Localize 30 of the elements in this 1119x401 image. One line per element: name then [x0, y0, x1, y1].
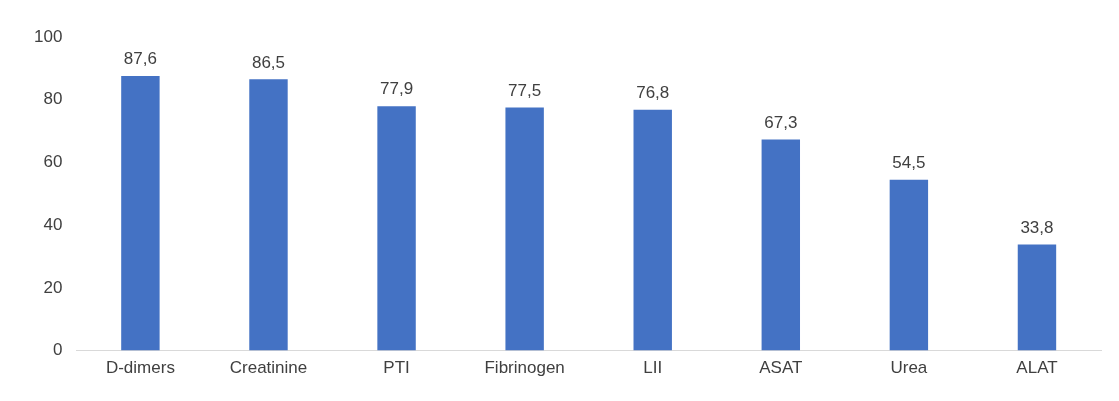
x-tick-label: ASAT	[759, 358, 803, 378]
data-label: 77,9	[380, 79, 414, 99]
y-tick-label: 40	[43, 214, 63, 234]
bar	[121, 75, 160, 351]
bar	[1017, 244, 1057, 351]
y-tick-label: 20	[43, 277, 63, 297]
x-tick-label: PTI	[383, 358, 410, 378]
data-label: 67,3	[764, 112, 798, 132]
bar	[505, 107, 544, 351]
x-tick-label: Creatinine	[229, 358, 308, 378]
y-tick-label: 0	[52, 340, 63, 360]
x-tick-label: D-dimers	[105, 358, 175, 378]
y-tick-label: 100	[33, 26, 63, 46]
bar	[633, 109, 672, 351]
bar	[761, 139, 801, 351]
data-label: 77,5	[508, 80, 542, 100]
x-tick-label: LII	[643, 358, 663, 378]
bar	[377, 106, 416, 351]
y-tick-label: 60	[43, 152, 63, 172]
bar	[889, 179, 929, 351]
x-tick-label: Fibrinogen	[484, 358, 565, 378]
data-label: 76,8	[636, 82, 670, 102]
data-label: 86,5	[251, 52, 286, 72]
y-tick-label: 80	[43, 89, 63, 109]
bar	[249, 79, 288, 351]
data-label: 54,5	[892, 152, 926, 172]
data-label: 33,8	[1020, 217, 1054, 237]
data-label: 87,6	[123, 49, 157, 69]
x-tick-label: Urea	[890, 358, 928, 378]
x-tick-label: ALAT	[1016, 358, 1058, 378]
